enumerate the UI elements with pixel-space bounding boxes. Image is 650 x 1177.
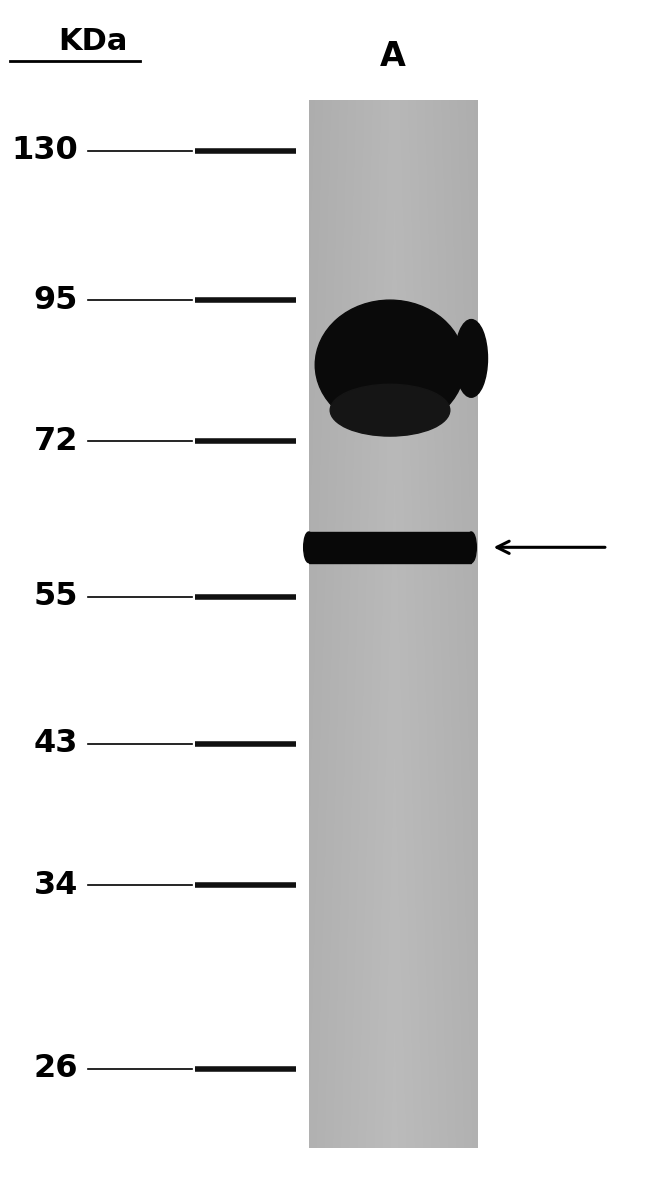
Text: 95: 95	[34, 285, 78, 315]
Text: 43: 43	[34, 729, 78, 759]
Text: 72: 72	[34, 426, 78, 457]
Text: 55: 55	[34, 581, 78, 612]
Ellipse shape	[466, 532, 476, 563]
Text: A: A	[380, 40, 406, 73]
Text: 26: 26	[34, 1053, 78, 1084]
Ellipse shape	[455, 320, 488, 398]
Text: 130: 130	[11, 135, 78, 166]
Ellipse shape	[330, 384, 450, 437]
Text: KDa: KDa	[58, 27, 128, 55]
Ellipse shape	[304, 532, 314, 563]
Ellipse shape	[315, 300, 465, 430]
Text: 34: 34	[34, 870, 78, 900]
Bar	[309, 532, 471, 563]
